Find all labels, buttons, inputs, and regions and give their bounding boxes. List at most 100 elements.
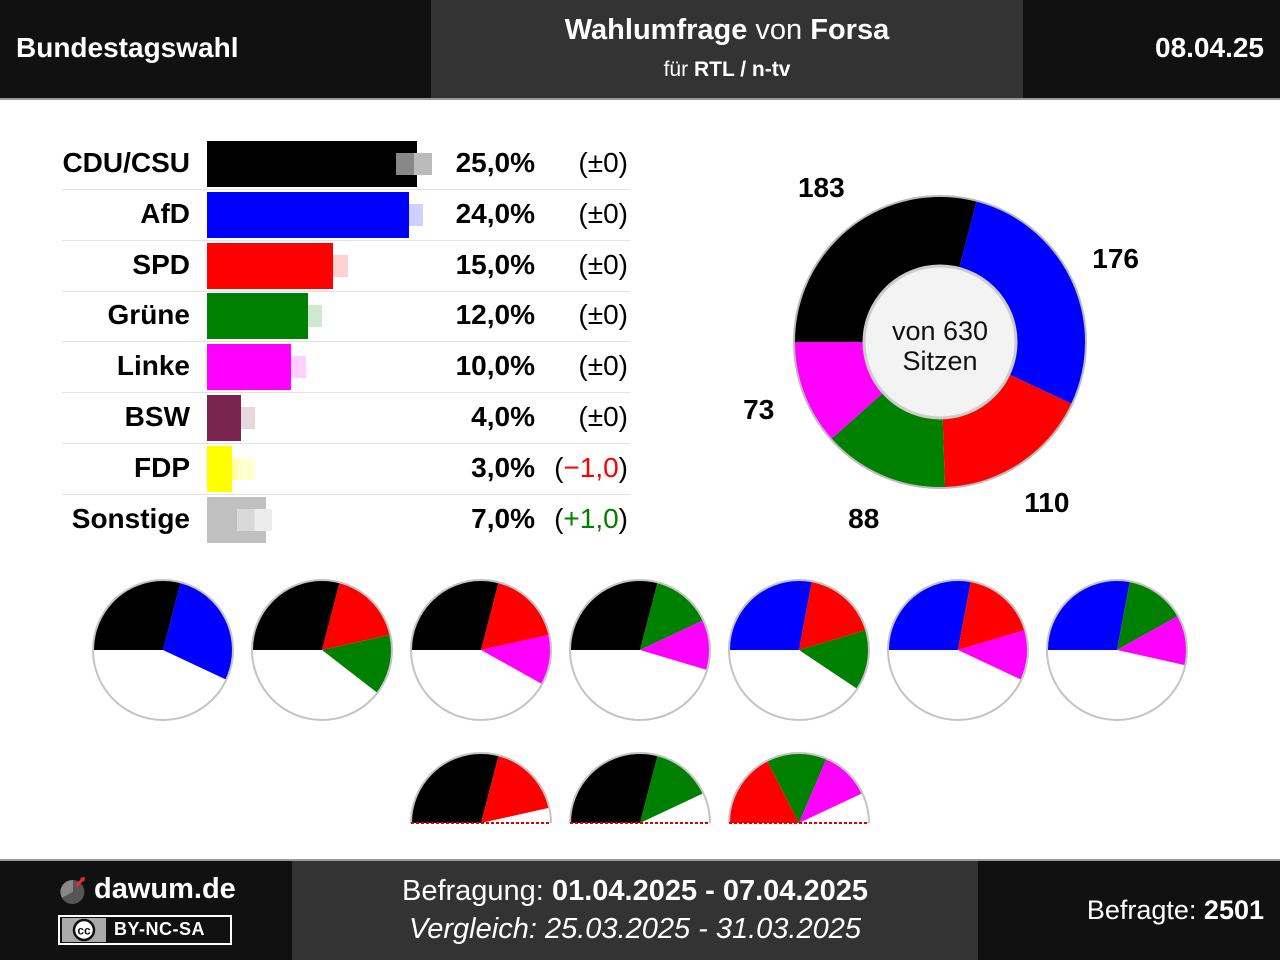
seat-count-label: 73 (743, 394, 775, 426)
party-change: (−1,0) (554, 451, 628, 483)
previous-bar-bsw (220, 407, 256, 429)
bar-fdp (207, 445, 233, 492)
coalition-outline (728, 752, 870, 824)
coalition-slice (729, 760, 799, 823)
respondents-count: 2501 (1203, 895, 1264, 925)
footer-divider (0, 859, 1280, 861)
coalition-outline (251, 579, 393, 721)
party-name: AfD (140, 197, 190, 229)
poll-client: für RTL / n-tv (431, 58, 1023, 82)
license-badge[interactable]: cc BY-NC-SA (58, 915, 232, 945)
respondents-label: Befragte: (1086, 895, 1197, 925)
party-name: SPD (132, 248, 190, 280)
coalition-slice (1047, 580, 1130, 650)
seat-outline (793, 195, 1087, 489)
coalition-slice (729, 580, 812, 650)
election-name: Bundestagswahl (16, 32, 239, 63)
party-value: 25,0% (455, 147, 535, 178)
coalition-outline (569, 579, 711, 721)
party-name: FDP (134, 451, 190, 483)
bar-afd (207, 191, 409, 238)
survey-period-line: Befragung: 01.04.2025 - 07.04.2025 (292, 875, 978, 908)
coalition-slice (958, 630, 1028, 680)
previous-bar-spd (312, 254, 348, 277)
coalition-chart-5 (728, 579, 870, 721)
party-name: CDU/CSU (62, 147, 190, 178)
compare-period: Vergleich: 25.03.2025 - 31.03.2025 (409, 913, 861, 945)
seat-count-label: 176 (1092, 242, 1139, 274)
party-name: Linke (116, 350, 190, 382)
previous-bar-fdp (220, 457, 256, 480)
seat-count-label: 88 (848, 503, 880, 535)
party-row-sonstige: Sonstige 7,0% (+1,0) (62, 495, 630, 545)
party-name: Grüne (107, 299, 190, 331)
previous-bar-gr-ne (287, 305, 323, 328)
coalition-outline (410, 752, 552, 824)
party-value: 15,0% (455, 248, 535, 280)
poll-title: Wahlumfrage von Forsa (431, 14, 1023, 47)
party-row-fdp: FDP 3,0% (−1,0) (62, 444, 630, 495)
coalition-chart-3 (410, 579, 552, 721)
party-row-gr-ne: Grüne 12,0% (±0) (62, 291, 630, 343)
footer-bar: dawum.de cc BY-NC-SA Befragung: 01.04.20… (0, 861, 1280, 960)
survey-info: Befragung: 01.04.2025 - 07.04.2025 Vergl… (292, 861, 978, 960)
cc-icon-text: cc (77, 924, 91, 938)
coalition-chart-7 (1046, 579, 1188, 721)
poll-title-block: Wahlumfrage von Forsa für RTL / n-tv (431, 0, 1023, 98)
client-prefix: für (663, 58, 689, 81)
coalition-slice (92, 580, 181, 650)
coalition-chart-6 (887, 579, 1029, 721)
cc-icon: cc (62, 918, 106, 942)
coalition-slice (640, 620, 710, 670)
party-row-bsw: BSW 4,0% (±0) (62, 393, 630, 444)
coalition-slice (411, 580, 499, 650)
header-divider (0, 98, 1280, 100)
seat-center (862, 264, 1018, 420)
bar-spd (207, 242, 333, 289)
party-row-afd: AfD 24,0% (±0) (62, 190, 630, 241)
party-change: (±0) (578, 401, 628, 432)
survey-period: 01.04.2025 - 07.04.2025 (551, 875, 868, 907)
header-bar: Bundestagswahl Wahlumfrage von Forsa für… (0, 0, 1280, 98)
seat-total-label-1: von 630 (892, 316, 988, 346)
coalition-slice (958, 581, 1026, 650)
coalition-slice (252, 580, 340, 650)
coalition-slice (411, 753, 499, 823)
site-name: dawum.de (94, 873, 236, 905)
coalition-outline (887, 579, 1029, 721)
poll-date: 08.04.25 (1155, 32, 1264, 63)
coalition-chart-4 (569, 579, 711, 721)
coalition-slice (163, 582, 233, 680)
party-row-spd: SPD 15,0% (±0) (62, 241, 630, 292)
survey-label: Befragung: (401, 875, 544, 907)
institute-name: Forsa (810, 14, 890, 46)
party-change: (±0) (578, 197, 628, 229)
coalition-slice (767, 753, 827, 823)
seat-count-label: 183 (797, 171, 845, 203)
license-text: BY-NC-SA (114, 919, 206, 939)
party-change: (±0) (578, 248, 628, 280)
previous-bar-afd (388, 203, 424, 226)
coalition-chart-2 (251, 579, 393, 721)
bar-gr-ne (207, 293, 308, 340)
coalition-slice (1117, 615, 1187, 666)
party-value: 7,0% (471, 502, 535, 534)
coalition-chart-9 (569, 752, 711, 824)
coalition-slice (481, 582, 550, 650)
party-value: 3,0% (471, 451, 535, 483)
bar-linke (207, 344, 291, 391)
coalition-chart-10 (728, 752, 870, 824)
previous-bar-sonstige (236, 508, 272, 531)
coalition-slice (481, 634, 551, 685)
dawum-logo-icon (60, 877, 86, 904)
coalition-outline (728, 579, 870, 721)
seat-total-label-2: Sitzen (902, 346, 977, 376)
bar-cdu-csu (207, 141, 417, 187)
party-change: (+1,0) (554, 502, 628, 534)
coalition-slice (799, 581, 867, 650)
bar-bsw (207, 395, 241, 441)
coalition-outline (92, 579, 234, 721)
respondents-info: Befragte: 2501 (1087, 895, 1264, 926)
party-value: 10,0% (455, 350, 535, 382)
coalition-chart-1 (92, 579, 234, 721)
